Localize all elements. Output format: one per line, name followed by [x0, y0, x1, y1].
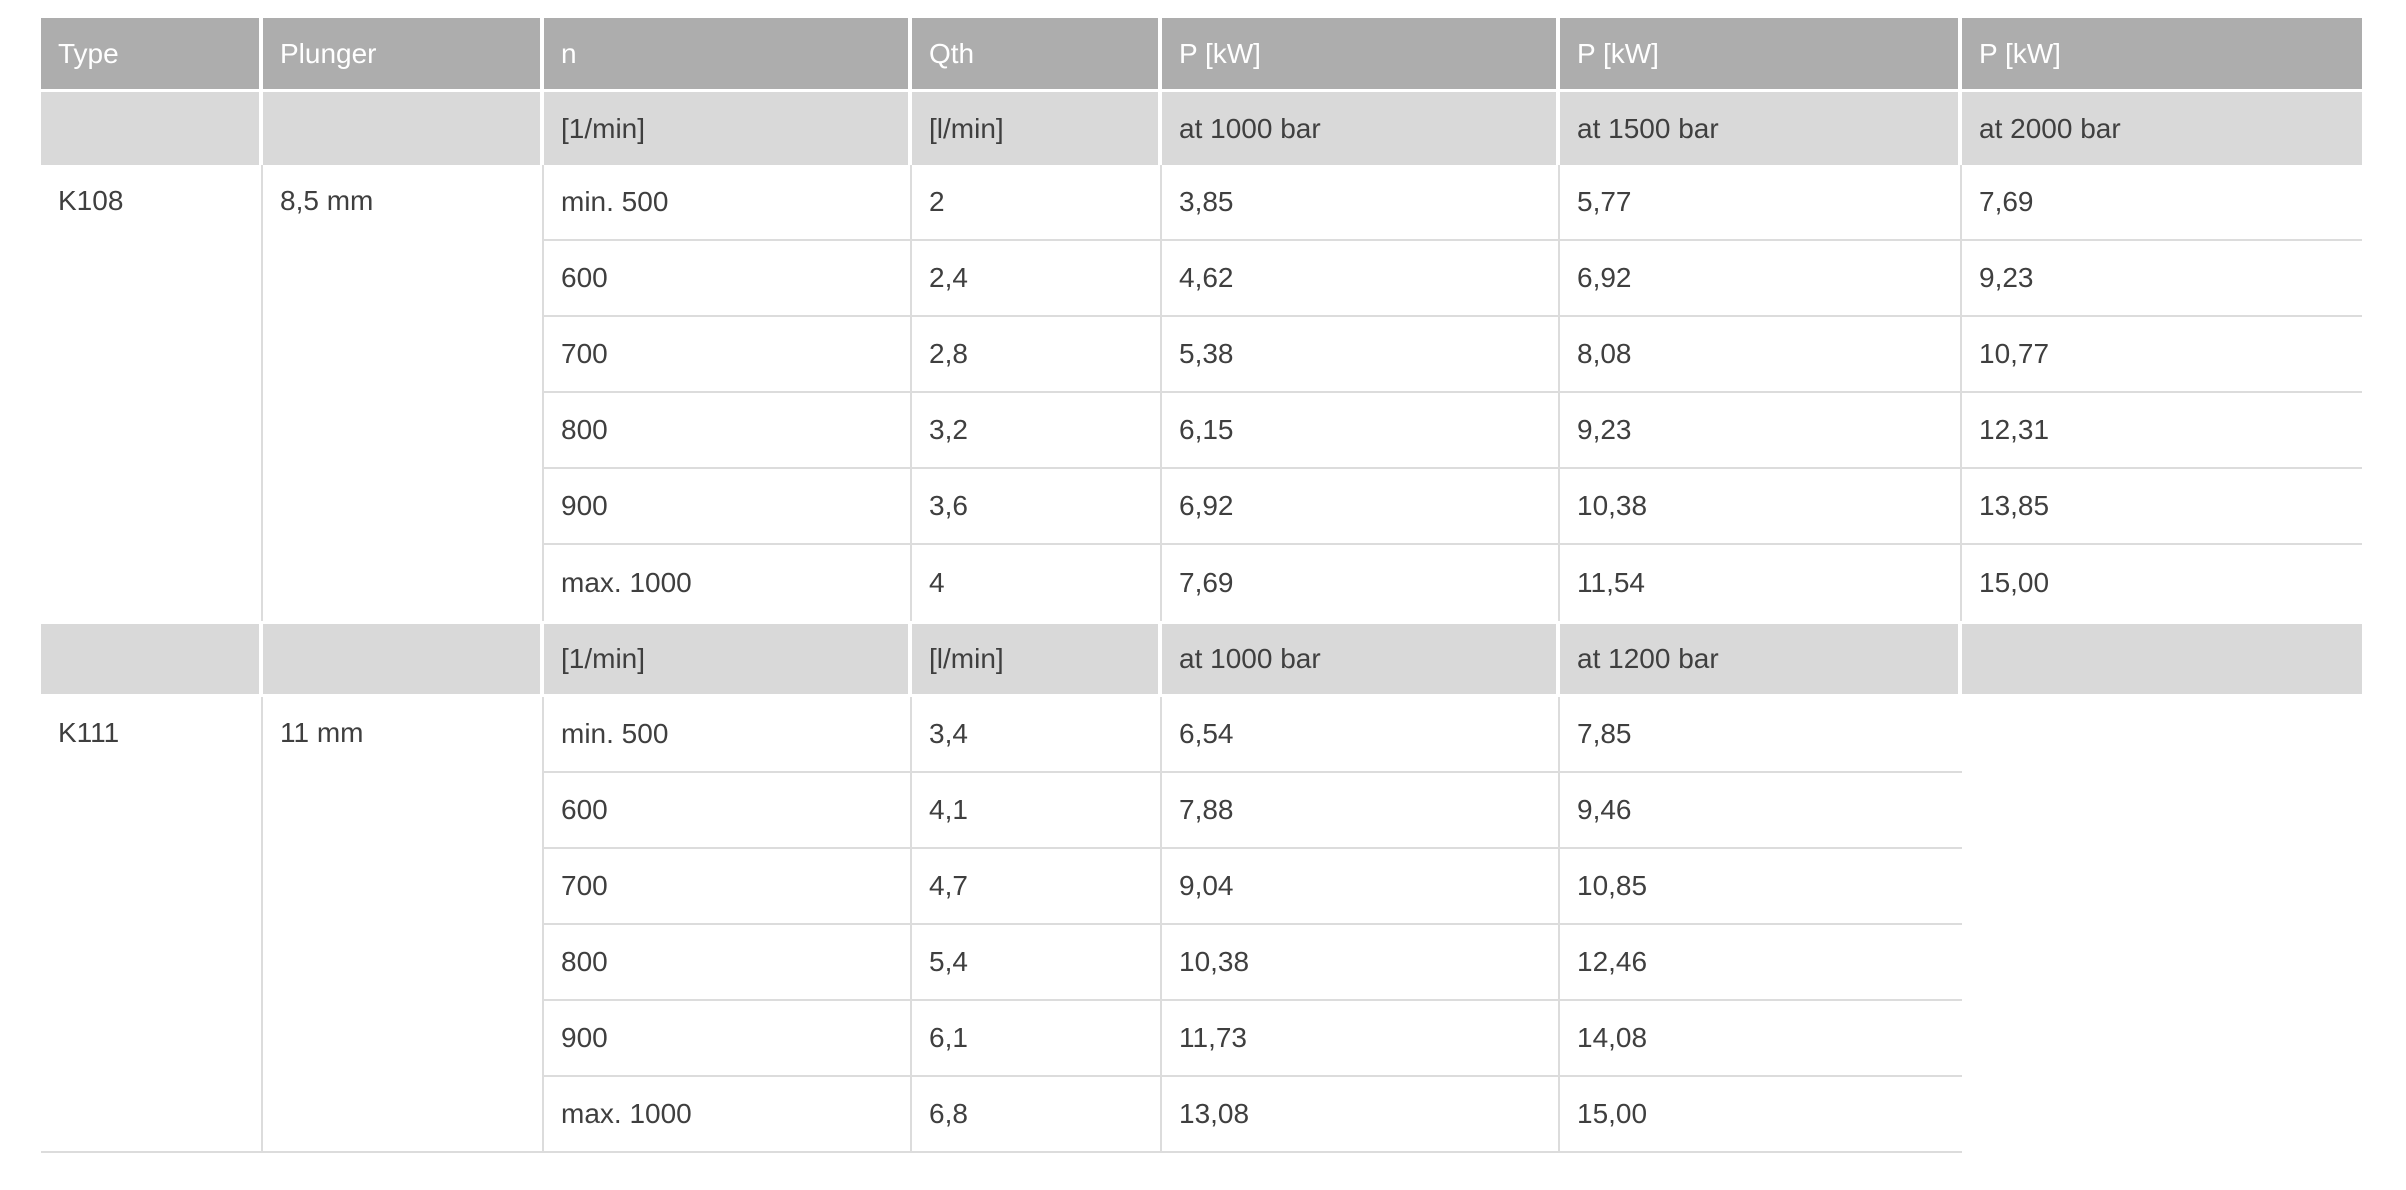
cell-qth: 6,8: [912, 1077, 1162, 1153]
plunger-cell: 11 mm: [263, 697, 544, 1153]
cell-p1000: 5,38: [1162, 317, 1560, 393]
cell-p1500: 10,38: [1560, 469, 1962, 545]
unit-qth: [l/min]: [912, 92, 1162, 165]
table-row: 700 4,7 9,04 10,85: [41, 849, 2362, 925]
table-row: 800 5,4 10,38 12,46: [41, 925, 2362, 1001]
type-cell: K108: [41, 165, 263, 621]
cell-p1200: 7,85: [1560, 697, 1962, 773]
units-empty-cell: [1962, 621, 2362, 697]
cell-qth: 3,4: [912, 697, 1162, 773]
cell-p1200: 15,00: [1560, 1077, 1962, 1153]
cell-p1500: 6,92: [1560, 241, 1962, 317]
k108-units-row: [1/min] [l/min] at 1000 bar at 1500 bar …: [41, 92, 2362, 165]
cell-n: max. 1000: [544, 545, 912, 621]
units-empty-cell: [41, 621, 263, 697]
unit-qth: [l/min]: [912, 621, 1162, 697]
cell-qth: 5,4: [912, 925, 1162, 1001]
cell-p1000: 10,38: [1162, 925, 1560, 1001]
unit-p1: at 1000 bar: [1162, 621, 1560, 697]
cell-p2000: 9,23: [1962, 241, 2362, 317]
table-row: max. 1000 6,8 13,08 15,00: [41, 1077, 2362, 1153]
column-header-qth: Qth: [912, 18, 1162, 92]
cell-n: 600: [544, 773, 912, 849]
cell-p1500: 5,77: [1560, 165, 1962, 241]
cell-n: 900: [544, 1001, 912, 1077]
unit-n: [1/min]: [544, 621, 912, 697]
cell-qth: 4,1: [912, 773, 1162, 849]
table-row: max. 1000 4 7,69 11,54 15,00: [41, 545, 2362, 621]
table-row: K111 11 mm min. 500 3,4 6,54 7,85: [41, 697, 2362, 1153]
cell-p1000: 7,88: [1162, 773, 1560, 849]
cell-p1000: 13,08: [1162, 1077, 1560, 1153]
cell-n: 600: [544, 241, 912, 317]
cell-p1000: 9,04: [1162, 849, 1560, 925]
empty-region: [1962, 697, 2362, 1153]
table-row: K108 8,5 mm min. 500 2 3,85 5,77 7,69: [41, 165, 2362, 621]
cell-qth: 3,6: [912, 469, 1162, 545]
column-header-p1: P [kW]: [1162, 18, 1560, 92]
cell-p2000: 13,85: [1962, 469, 2362, 545]
column-header-n: n: [544, 18, 912, 92]
cell-p1200: 10,85: [1560, 849, 1962, 925]
cell-qth: 4,7: [912, 849, 1162, 925]
cell-n: min. 500: [544, 165, 912, 241]
column-header-p2: P [kW]: [1560, 18, 1962, 92]
table-row: 700 2,8 5,38 8,08 10,77: [41, 317, 2362, 393]
table-row: 600 2,4 4,62 6,92 9,23: [41, 241, 2362, 317]
header-row: Type Plunger n Qth P [kW] P [kW] P [kW]: [41, 18, 2362, 92]
column-header-type: Type: [41, 18, 263, 92]
column-header-p3: P [kW]: [1962, 18, 2362, 92]
cell-p1000: 4,62: [1162, 241, 1560, 317]
units-empty-cell: [263, 621, 544, 697]
unit-n: [1/min]: [544, 92, 912, 165]
cell-qth: 6,1: [912, 1001, 1162, 1077]
type-cell: K111: [41, 697, 263, 1153]
cell-n: min. 500: [544, 697, 912, 773]
cell-qth: 2,8: [912, 317, 1162, 393]
column-header-plunger: Plunger: [263, 18, 544, 92]
cell-p2000: 10,77: [1962, 317, 2362, 393]
cell-p2000: 12,31: [1962, 393, 2362, 469]
unit-p2: at 1200 bar: [1560, 621, 1962, 697]
cell-p1000: 6,92: [1162, 469, 1560, 545]
table-row: 800 3,2 6,15 9,23 12,31: [41, 393, 2362, 469]
plunger-cell: 8,5 mm: [263, 165, 544, 621]
cell-p1200: 12,46: [1560, 925, 1962, 1001]
cell-n: 800: [544, 925, 912, 1001]
cell-n: 800: [544, 393, 912, 469]
unit-p1: at 1000 bar: [1162, 92, 1560, 165]
cell-qth: 2,4: [912, 241, 1162, 317]
unit-p3: at 2000 bar: [1962, 92, 2362, 165]
cell-p1200: 14,08: [1560, 1001, 1962, 1077]
cell-p1000: 6,15: [1162, 393, 1560, 469]
k111-units-row: [1/min] [l/min] at 1000 bar at 1200 bar: [41, 621, 2362, 697]
unit-p2: at 1500 bar: [1560, 92, 1962, 165]
cell-qth: 4: [912, 545, 1162, 621]
cell-qth: 3,2: [912, 393, 1162, 469]
table-row: 900 3,6 6,92 10,38 13,85: [41, 469, 2362, 545]
cell-p1000: 7,69: [1162, 545, 1560, 621]
cell-p1000: 11,73: [1162, 1001, 1560, 1077]
cell-p1500: 9,23: [1560, 393, 1962, 469]
cell-p1500: 11,54: [1560, 545, 1962, 621]
cell-p2000: 15,00: [1962, 545, 2362, 621]
cell-p1500: 8,08: [1560, 317, 1962, 393]
table-row: 600 4,1 7,88 9,46: [41, 773, 2362, 849]
cell-p1000: 6,54: [1162, 697, 1560, 773]
cell-n: 900: [544, 469, 912, 545]
table-row: 900 6,1 11,73 14,08: [41, 1001, 2362, 1077]
cell-p1200: 9,46: [1560, 773, 1962, 849]
cell-qth: 2: [912, 165, 1162, 241]
cell-p2000: 7,69: [1962, 165, 2362, 241]
units-empty-cell: [41, 92, 263, 165]
units-empty-cell: [263, 92, 544, 165]
cell-n: 700: [544, 849, 912, 925]
cell-p1000: 3,85: [1162, 165, 1560, 241]
cell-n: 700: [544, 317, 912, 393]
pump-performance-table: Type Plunger n Qth P [kW] P [kW] P [kW] …: [41, 18, 2362, 1153]
cell-n: max. 1000: [544, 1077, 912, 1153]
